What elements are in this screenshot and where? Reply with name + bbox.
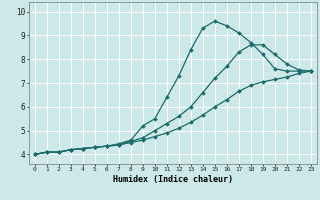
- X-axis label: Humidex (Indice chaleur): Humidex (Indice chaleur): [113, 175, 233, 184]
